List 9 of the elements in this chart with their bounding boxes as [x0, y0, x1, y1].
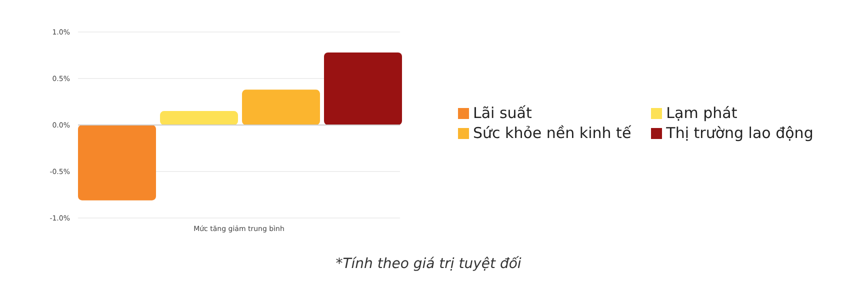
bar: [242, 90, 320, 125]
text: *Tính theo giá trị tuyệt đối: [334, 256, 522, 272]
legend-label: Lãi suất: [473, 104, 532, 122]
bar: [324, 52, 402, 125]
bar: [78, 125, 156, 200]
legend-label: Lạm phát: [666, 104, 738, 122]
bar: [160, 111, 238, 125]
legend-label: Sức khỏe nền kinh tế: [473, 124, 632, 142]
legend-label: Thị trường lao động: [666, 124, 814, 142]
